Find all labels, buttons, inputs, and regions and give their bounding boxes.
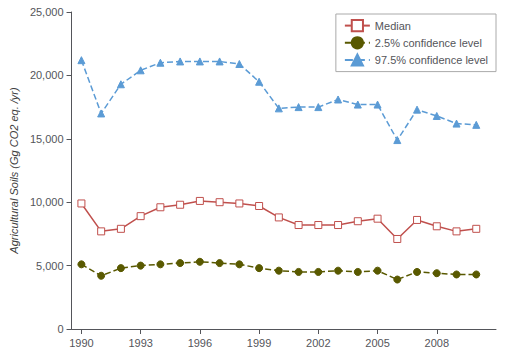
svg-text:2.5% confidence level: 2.5% confidence level [375, 37, 482, 49]
svg-text:2002: 2002 [306, 337, 330, 349]
svg-text:25,000: 25,000 [30, 6, 64, 18]
svg-text:5,000: 5,000 [36, 260, 64, 272]
svg-text:1990: 1990 [69, 337, 93, 349]
svg-text:2008: 2008 [425, 337, 449, 349]
svg-text:97.5% confidence level: 97.5% confidence level [375, 54, 488, 66]
svg-text:Agricultural Soils (Gg CO2 eq.: Agricultural Soils (Gg CO2 eq. /yr) [8, 87, 20, 255]
svg-text:1996: 1996 [188, 337, 212, 349]
svg-text:Median: Median [375, 20, 411, 32]
svg-text:2005: 2005 [365, 337, 389, 349]
svg-text:0: 0 [57, 323, 63, 335]
svg-text:1993: 1993 [128, 337, 152, 349]
svg-text:1999: 1999 [247, 337, 271, 349]
svg-text:15,000: 15,000 [30, 133, 64, 145]
svg-text:20,000: 20,000 [30, 69, 64, 81]
svg-text:10,000: 10,000 [30, 196, 64, 208]
